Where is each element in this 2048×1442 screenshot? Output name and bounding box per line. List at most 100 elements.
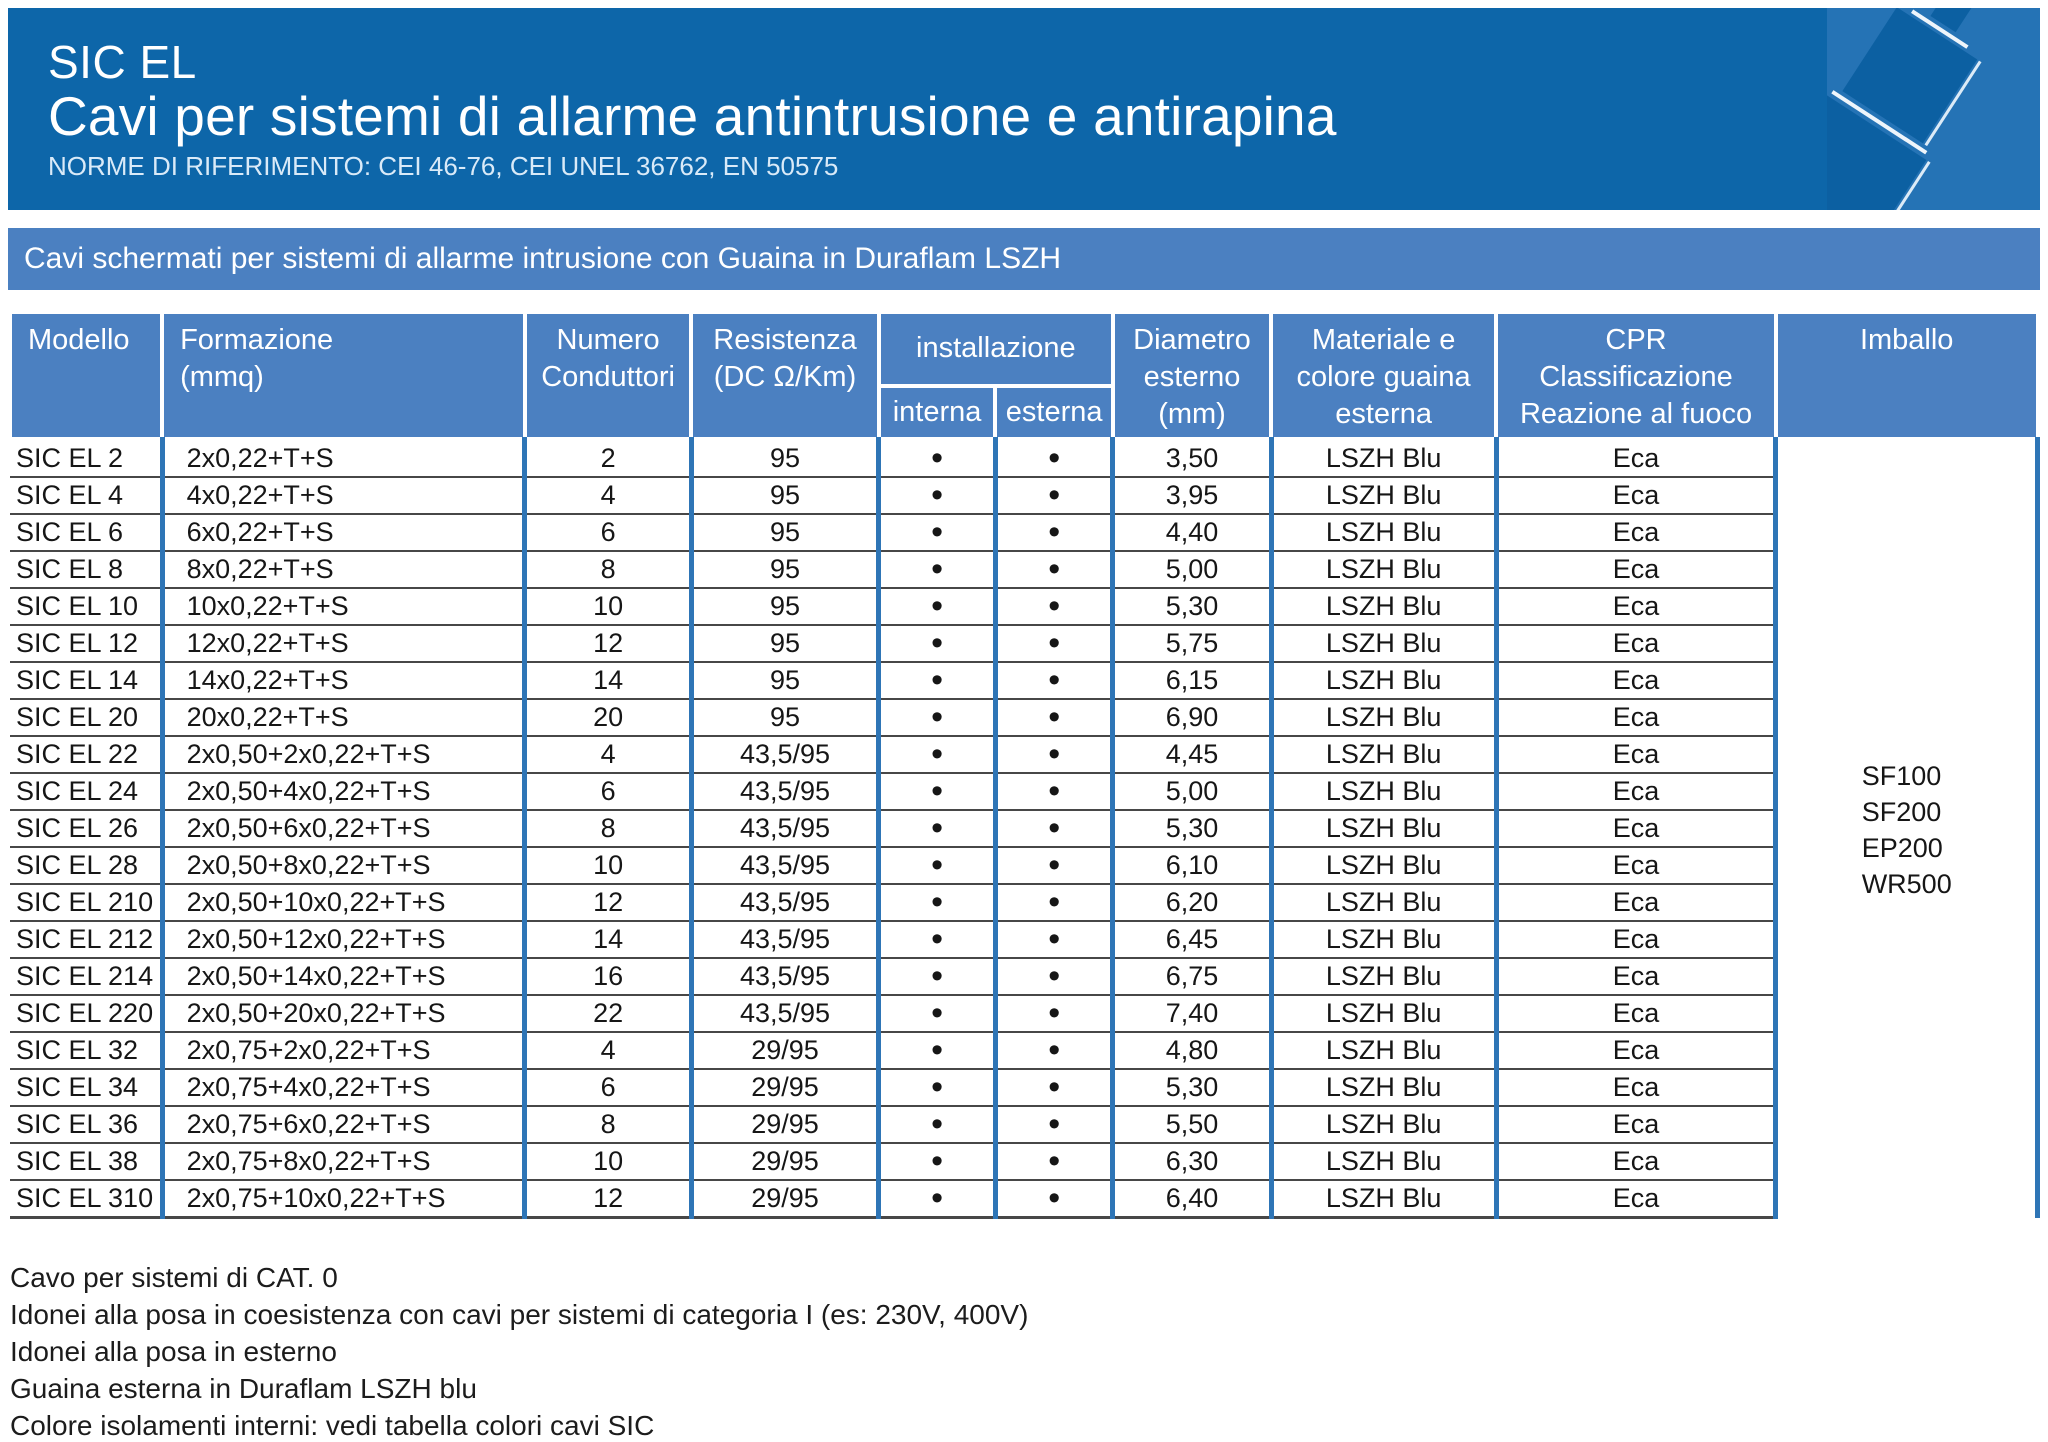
cell-formazione: 2x0,75+8x0,22+T+S — [159, 1142, 525, 1181]
cell-resistenza: 95 — [688, 624, 879, 663]
cell-resistenza: 43,5/95 — [688, 735, 879, 774]
table-row: SIC EL 38 2x0,75+8x0,22+T+S 10 29/95 • •… — [10, 1142, 2038, 1181]
cell-materiale-guaina: LSZH Blu — [1268, 476, 1497, 515]
cell-formazione: 2x0,50+4x0,22+T+S — [159, 772, 525, 811]
cell-cpr-classificazione: Eca — [1493, 550, 1776, 589]
cell-diametro-esterno: 6,10 — [1110, 846, 1272, 885]
cell-modello: SIC EL 214 — [10, 957, 163, 996]
section-band-label: Cavi schermati per sistemi di allarme in… — [24, 242, 1062, 275]
cell-formazione: 2x0,75+4x0,22+T+S — [159, 1068, 525, 1107]
spec-table: Modello Formazione (mmq) Numero Condutto… — [7, 309, 2040, 1220]
cell-numero-conduttori: 8 — [522, 1105, 692, 1144]
cell-installazione-esterna: • — [992, 698, 1113, 737]
cell-modello: SIC EL 10 — [10, 587, 163, 626]
cell-modello: SIC EL 36 — [10, 1105, 163, 1144]
cell-installazione-interna: • — [876, 587, 996, 626]
cell-materiale-guaina: LSZH Blu — [1268, 1142, 1497, 1181]
table-row: SIC EL 34 2x0,75+4x0,22+T+S 6 29/95 • • … — [10, 1068, 2038, 1107]
cell-installazione-interna: • — [876, 1031, 996, 1070]
table-row: SIC EL 36 2x0,75+6x0,22+T+S 8 29/95 • • … — [10, 1105, 2038, 1144]
cell-diametro-esterno: 5,00 — [1110, 550, 1272, 589]
cell-resistenza: 95 — [688, 476, 879, 515]
cell-diametro-esterno: 4,40 — [1110, 513, 1272, 552]
table-row: SIC EL 310 2x0,75+10x0,22+T+S 12 29/95 •… — [10, 1179, 2038, 1220]
cell-numero-conduttori: 4 — [522, 476, 692, 515]
cell-materiale-guaina: LSZH Blu — [1268, 920, 1497, 959]
reference-norms: NORME DI RIFERIMENTO: CEI 46-76, CEI UNE… — [48, 150, 839, 181]
cell-resistenza: 43,5/95 — [688, 920, 879, 959]
cell-installazione-esterna: • — [992, 772, 1113, 811]
cell-numero-conduttori: 2 — [522, 439, 692, 478]
cell-diametro-esterno: 5,50 — [1110, 1105, 1272, 1144]
cell-diametro-esterno: 6,45 — [1110, 920, 1272, 959]
table-row: SIC EL 24 2x0,50+4x0,22+T+S 6 43,5/95 • … — [10, 772, 2038, 811]
cell-cpr-classificazione: Eca — [1493, 883, 1776, 922]
cell-resistenza: 95 — [688, 439, 879, 478]
cell-resistenza: 43,5/95 — [688, 809, 879, 848]
cell-materiale-guaina: LSZH Blu — [1268, 846, 1497, 885]
cell-numero-conduttori: 14 — [522, 920, 692, 959]
cell-resistenza: 95 — [688, 587, 879, 626]
page-title: Cavi per sistemi di allarme antintrusion… — [48, 85, 1337, 148]
cell-formazione: 2x0,50+8x0,22+T+S — [159, 846, 525, 885]
cell-resistenza: 43,5/95 — [688, 883, 879, 922]
cell-numero-conduttori: 10 — [522, 846, 692, 885]
table-row: SIC EL 12 12x0,22+T+S 12 95 • • 5,75 LSZ… — [10, 624, 2038, 663]
cell-resistenza: 95 — [688, 513, 879, 552]
cell-resistenza: 29/95 — [688, 1179, 879, 1220]
note-line: Idonei alla posa in esterno — [10, 1336, 337, 1368]
notes: Cavo per sistemi di CAT. 0 Idonei alla p… — [8, 1259, 2040, 1442]
cell-numero-conduttori: 6 — [522, 772, 692, 811]
cell-cpr-classificazione: Eca — [1493, 920, 1776, 959]
cell-diametro-esterno: 4,80 — [1110, 1031, 1272, 1070]
cell-cpr-classificazione: Eca — [1493, 957, 1776, 996]
cell-modello: SIC EL 28 — [10, 846, 163, 885]
col-header-modello: Modello — [7, 309, 165, 442]
cell-installazione-interna: • — [876, 661, 996, 700]
cell-numero-conduttori: 8 — [522, 550, 692, 589]
cell-cpr-classificazione: Eca — [1493, 846, 1776, 885]
cell-installazione-interna: • — [876, 1068, 996, 1107]
cell-cpr-classificazione: Eca — [1493, 809, 1776, 848]
cell-diametro-esterno: 6,15 — [1110, 661, 1272, 700]
cell-cpr-classificazione: Eca — [1493, 994, 1776, 1033]
table-row: SIC EL 2 2x0,22+T+S 2 95 • • 3,50 LSZH B… — [10, 439, 2040, 1218]
product-code-title: SIC EL — [48, 36, 197, 88]
cell-resistenza: 95 — [688, 698, 879, 737]
cell-cpr-classificazione: Eca — [1493, 735, 1776, 774]
cell-numero-conduttori: 8 — [522, 809, 692, 848]
cell-numero-conduttori: 20 — [522, 698, 692, 737]
cell-resistenza: 95 — [688, 550, 879, 589]
cell-modello: SIC EL 12 — [10, 624, 163, 663]
cell-installazione-esterna: • — [992, 476, 1113, 515]
col-header-cpr: CPR Classificazione Reazione al fuoco — [1494, 309, 1778, 442]
cell-modello: SIC EL 2 — [16, 443, 124, 474]
col-header-materiale: Materiale e colore guaina esterna — [1269, 309, 1499, 442]
cell-modello: SIC EL 310 — [10, 1179, 163, 1220]
cell-installazione-esterna: • — [992, 513, 1113, 552]
cell-installazione-interna: • — [876, 1105, 996, 1144]
cell-formazione: 12x0,22+T+S — [159, 624, 525, 663]
cell-diametro-esterno: 5,00 — [1110, 772, 1272, 811]
cell-resistenza: 29/95 — [688, 1105, 879, 1144]
cell-materiale-guaina: LSZH Blu — [1268, 550, 1497, 589]
cell-installazione-interna: • — [876, 809, 996, 848]
cell-formazione: 2x0,75+6x0,22+T+S — [159, 1105, 525, 1144]
cell-installazione-esterna: • — [992, 994, 1113, 1033]
cell-numero-conduttori: 14 — [522, 661, 692, 700]
cell-installazione-interna: • — [876, 994, 996, 1033]
cell-cpr-classificazione: Eca — [1493, 1179, 1776, 1220]
cell-materiale-guaina: LSZH Blu — [1268, 957, 1497, 996]
cell-modello: SIC EL 6 — [10, 513, 163, 552]
cell-formazione: 4x0,22+T+S — [159, 476, 525, 515]
cell-modello: SIC EL 210 — [10, 883, 163, 922]
cell-resistenza: 29/95 — [688, 1142, 879, 1181]
cell-modello: SIC EL 8 — [10, 550, 163, 589]
cell-materiale-guaina: LSZH Blu — [1268, 735, 1497, 774]
cell-resistenza: 43,5/95 — [688, 846, 879, 885]
table-row: SIC EL 26 2x0,50+6x0,22+T+S 8 43,5/95 • … — [10, 809, 2038, 848]
cell-cpr-classificazione: Eca — [1493, 1142, 1776, 1181]
cell-materiale-guaina: LSZH Blu — [1268, 1031, 1497, 1070]
cell-materiale-guaina: LSZH Blu — [1268, 513, 1497, 552]
